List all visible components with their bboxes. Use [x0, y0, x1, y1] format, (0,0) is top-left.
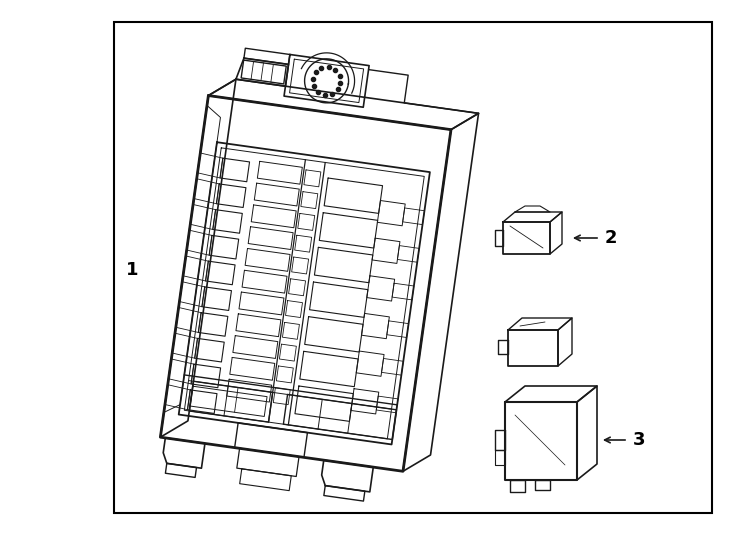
Text: 1: 1 [126, 261, 139, 279]
Text: 3: 3 [633, 431, 645, 449]
Text: 2: 2 [605, 229, 617, 247]
Bar [114, 22, 712, 513]
